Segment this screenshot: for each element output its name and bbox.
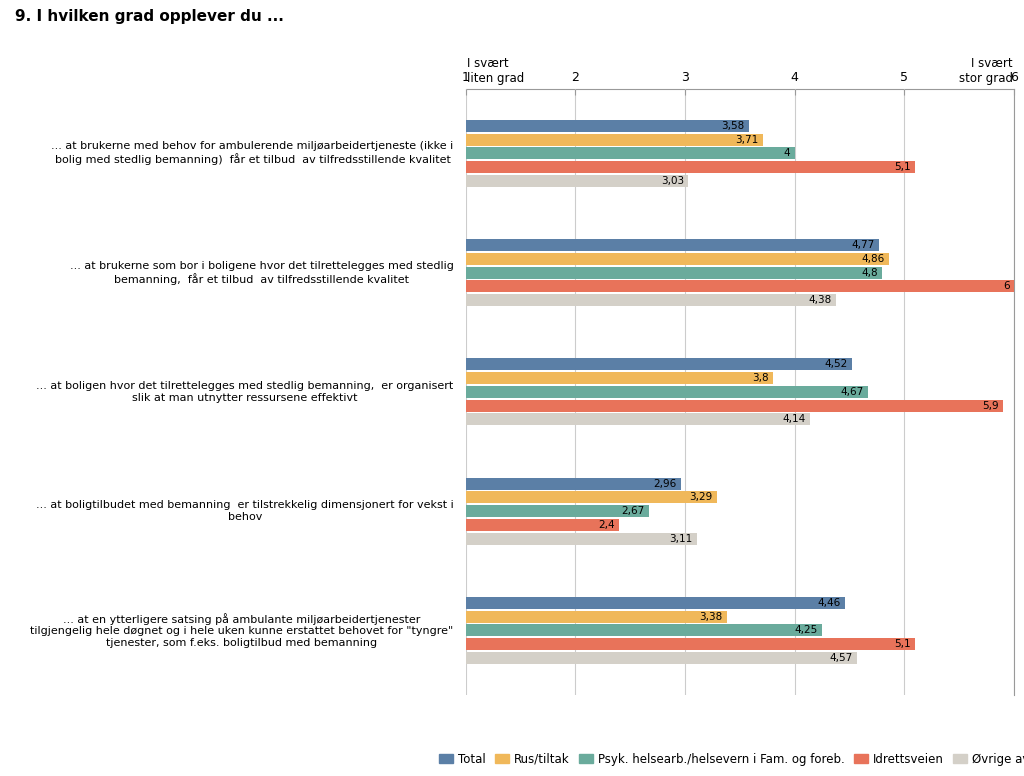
Text: 4: 4 [783, 148, 791, 158]
Text: 6: 6 [1002, 282, 1010, 291]
Legend: Total, Rus/tiltak, Psyk. helsearb./helsevern i Fam. og foreb., Idrettsveien, Øvr: Total, Rus/tiltak, Psyk. helsearb./helse… [434, 748, 1024, 771]
Text: 3,8: 3,8 [752, 373, 768, 383]
Bar [466, 147, 795, 159]
Bar [466, 597, 845, 609]
Bar [466, 120, 749, 132]
Bar [466, 638, 915, 650]
Bar [466, 414, 810, 425]
Bar [466, 478, 681, 490]
Bar [466, 359, 852, 370]
Text: 3,29: 3,29 [689, 493, 713, 502]
Text: 5,1: 5,1 [894, 162, 910, 172]
Text: 2,4: 2,4 [598, 520, 615, 530]
Bar [466, 386, 868, 398]
Text: 2,96: 2,96 [653, 479, 676, 489]
Text: 5,1: 5,1 [894, 639, 910, 650]
Text: 4,52: 4,52 [824, 359, 847, 369]
Text: ... at brukerne som bor i boligene hvor det tilrettelegges med stedlig
bemanning: ... at brukerne som bor i boligene hvor … [70, 261, 454, 285]
Bar [466, 400, 1002, 411]
Text: 4,25: 4,25 [795, 625, 817, 636]
Bar [466, 267, 883, 279]
Text: ... at en ytterligere satsing på ambulante miljøarbeidertjenester
tilgjengelig h: ... at en ytterligere satsing på ambulan… [31, 613, 454, 648]
Text: 4,77: 4,77 [851, 241, 874, 250]
Text: 9. I hvilken grad opplever du ...: 9. I hvilken grad opplever du ... [15, 9, 285, 24]
Text: 3,03: 3,03 [660, 176, 684, 185]
Text: ... at boligen hvor det tilrettelegges med stedlig bemanning,  er organisert
sli: ... at boligen hvor det tilrettelegges m… [37, 381, 454, 403]
Bar [466, 532, 697, 545]
Text: ... at brukerne med behov for ambulerende miljøarbeidertjeneste (ikke i
bolig me: ... at brukerne med behov for ambulerend… [51, 141, 454, 165]
Text: 4,86: 4,86 [861, 254, 885, 264]
Text: 3,58: 3,58 [721, 121, 744, 131]
Text: 4,8: 4,8 [861, 268, 878, 278]
Text: 5,9: 5,9 [982, 400, 998, 411]
Bar [466, 253, 889, 265]
Bar [466, 491, 717, 504]
Text: 4,46: 4,46 [817, 598, 841, 608]
Text: ... at boligtilbudet med bemanning  er tilstrekkelig dimensjonert for vekst i
be: ... at boligtilbudet med bemanning er ti… [36, 501, 454, 522]
Text: 3,11: 3,11 [670, 534, 692, 543]
Bar [466, 280, 1014, 293]
Bar [466, 372, 773, 384]
Bar [466, 625, 822, 636]
Text: 2,67: 2,67 [622, 506, 644, 516]
Text: 4,67: 4,67 [841, 387, 863, 397]
Text: 3,71: 3,71 [735, 134, 759, 144]
Bar [466, 519, 620, 531]
Bar [466, 505, 649, 517]
Bar [466, 239, 879, 251]
Text: 4,38: 4,38 [809, 295, 831, 305]
Bar [466, 611, 727, 622]
Text: I svært
stor grad: I svært stor grad [958, 57, 1013, 85]
Text: I svært
liten grad: I svært liten grad [467, 57, 524, 85]
Bar [466, 294, 837, 306]
Bar [466, 161, 915, 173]
Text: 4,14: 4,14 [782, 414, 806, 424]
Bar [466, 133, 763, 146]
Text: 3,38: 3,38 [699, 611, 722, 622]
Bar [466, 175, 688, 187]
Text: 4,57: 4,57 [829, 653, 853, 663]
Bar [466, 652, 857, 664]
